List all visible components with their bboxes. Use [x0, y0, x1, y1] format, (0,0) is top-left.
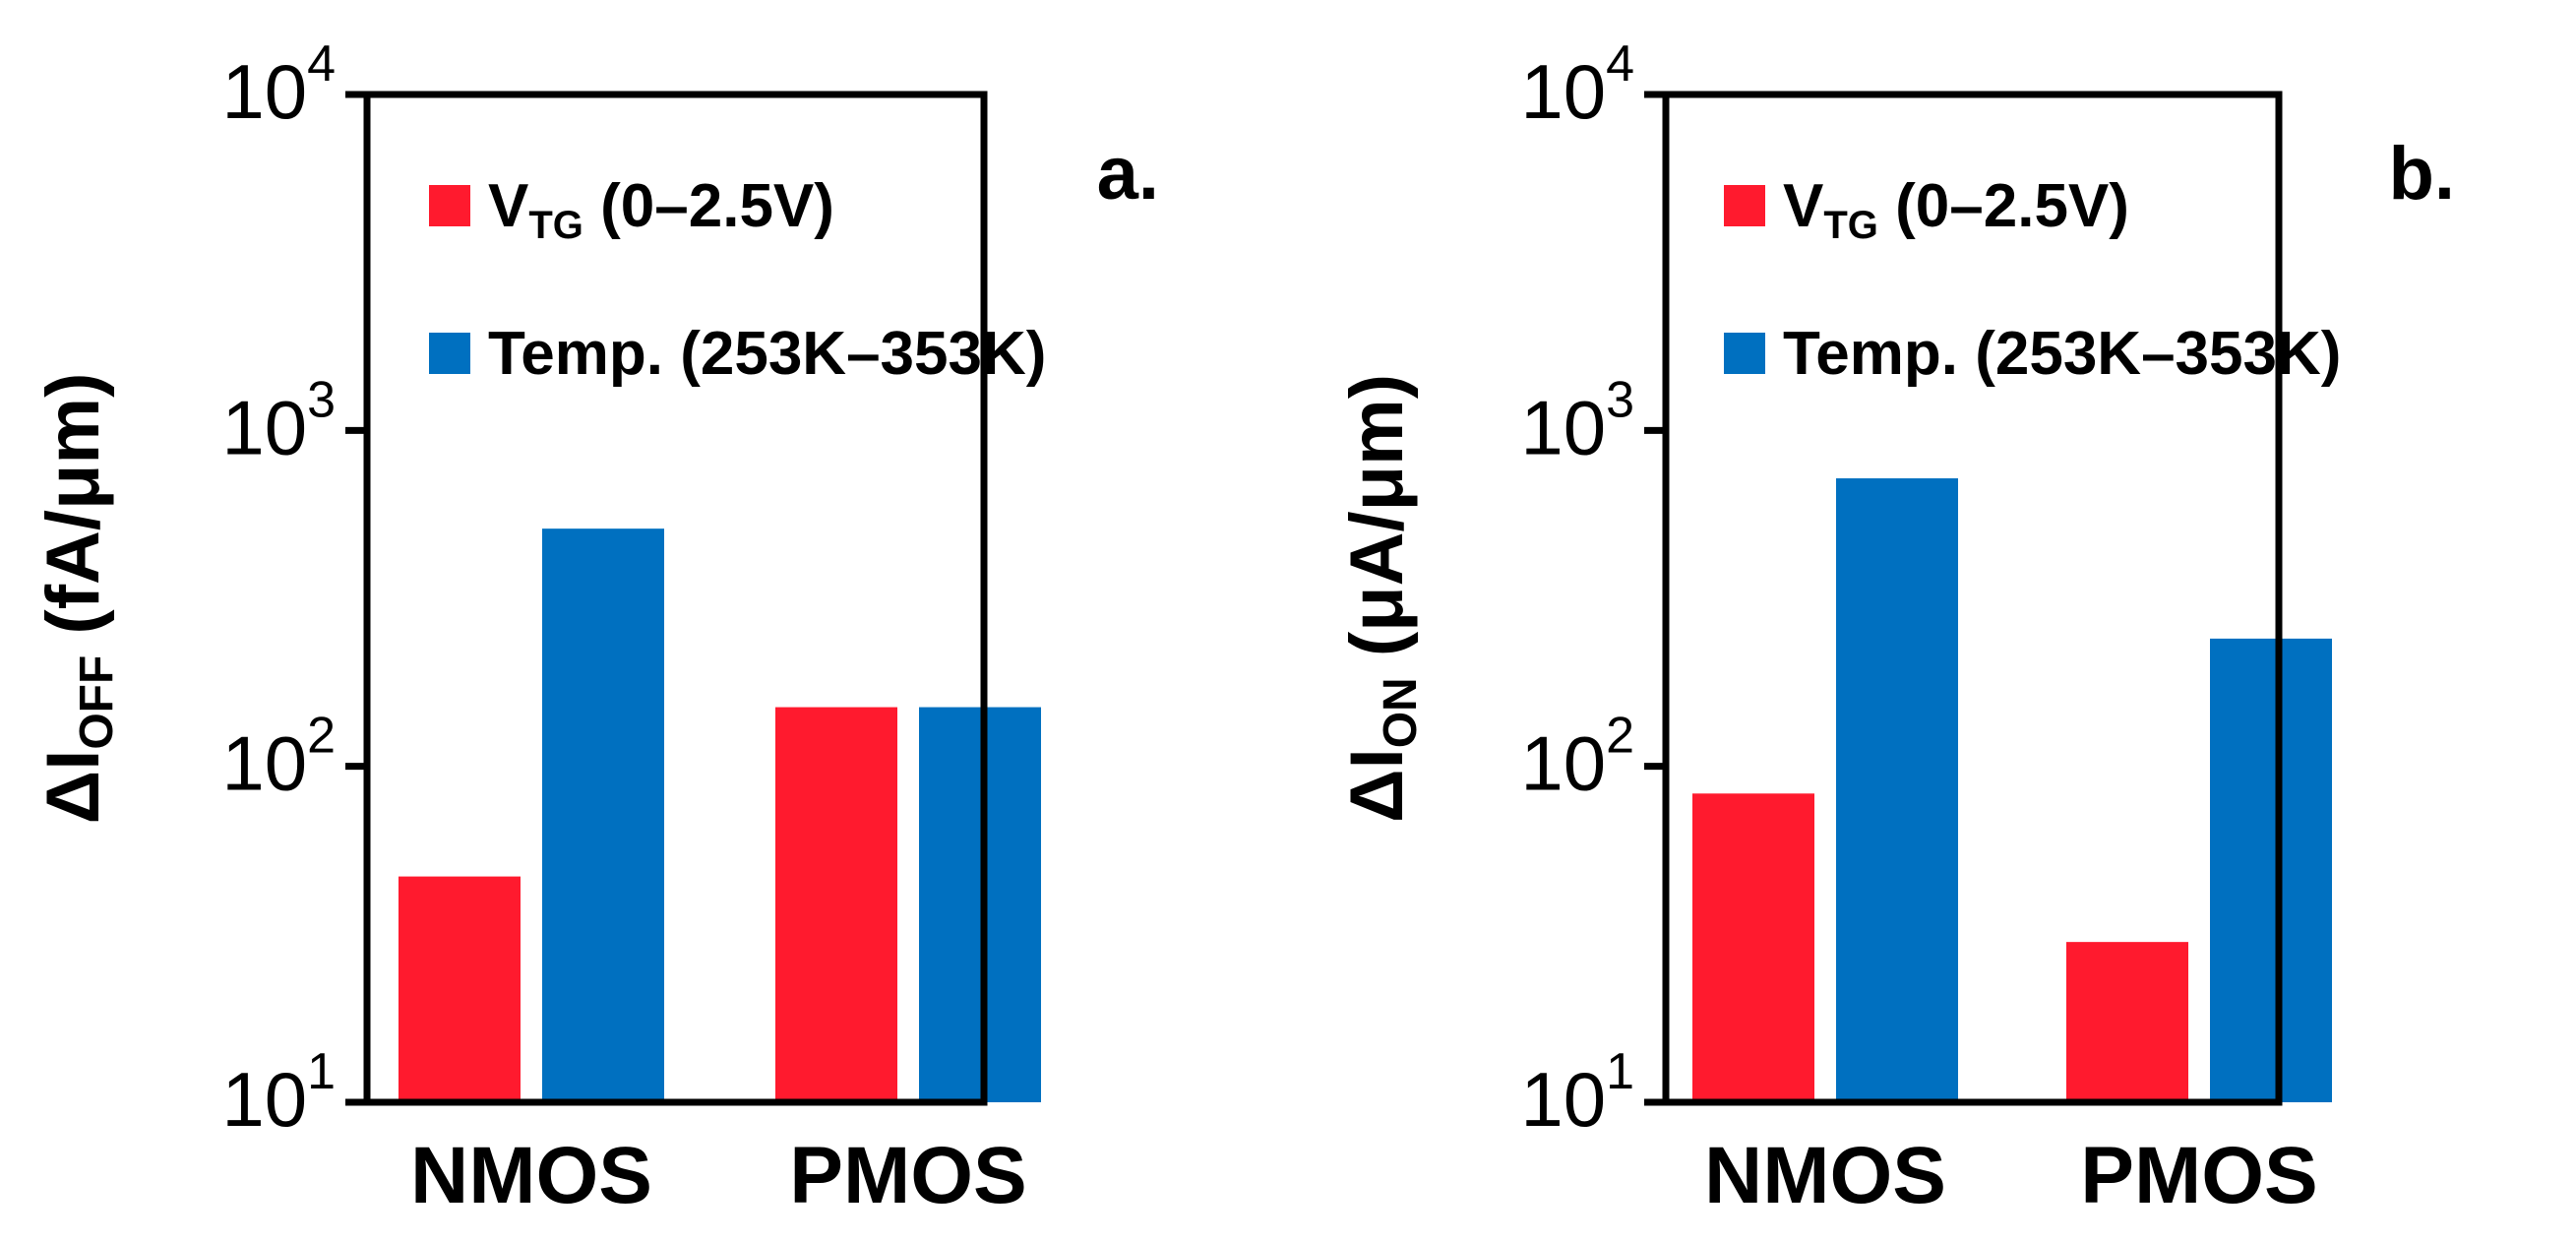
bar-nmos-vtg — [399, 876, 521, 1102]
chart-panel-a: 101 102 103 104 NMOS PMOS ΔIOFF (fA/μm) VTG (0–… — [31, 35, 1159, 1220]
legend-swatch-vtg — [1724, 185, 1765, 226]
y-axis-label: ΔION (μA/μm) — [1335, 374, 1427, 823]
legend-label-vtg: VTG (0–2.5V) — [1783, 172, 2129, 247]
bar-pmos-vtg — [2066, 942, 2188, 1102]
legend-label-vtg: VTG (0–2.5V) — [488, 172, 834, 247]
x-category-label: PMOS — [2080, 1131, 2317, 1220]
bar-pmos-temp — [919, 707, 1041, 1102]
bar-nmos-temp — [1836, 478, 1958, 1102]
plot-frame — [363, 91, 988, 1106]
legend-swatch-vtg — [429, 185, 470, 226]
y-tick-label: 101 — [1520, 1043, 1634, 1143]
y-tick-label: 102 — [1520, 708, 1634, 807]
y-tick-label: 102 — [221, 708, 336, 807]
x-category-label: NMOS — [410, 1131, 652, 1220]
y-tick-label: 104 — [221, 35, 336, 135]
bar-nmos-temp — [542, 528, 664, 1102]
y-axis-label: ΔIOFF (fA/μm) — [31, 373, 123, 825]
legend-label-temp: Temp. (253K–353K) — [1783, 320, 2341, 388]
bar-pmos-vtg — [775, 707, 897, 1102]
y-tick-label: 103 — [221, 371, 336, 470]
x-category-label: PMOS — [789, 1131, 1026, 1220]
bar-nmos-vtg — [1692, 793, 1814, 1102]
legend-swatch-temp — [1724, 333, 1765, 374]
panel-label: a. — [1097, 132, 1159, 216]
y-tick-label: 101 — [221, 1043, 336, 1143]
plot-frame — [1662, 91, 2283, 1106]
x-category-label: NMOS — [1704, 1131, 1946, 1220]
chart-panel-b: 101 102 103 104 NMOS PMOS ΔION (μA/μm) VTG (0–2… — [1335, 35, 2455, 1220]
y-tick-label: 104 — [1520, 35, 1634, 135]
bar-pmos-temp — [2210, 638, 2332, 1102]
panel-label: b. — [2388, 132, 2455, 216]
legend-swatch-temp — [429, 333, 470, 374]
legend-label-temp: Temp. (253K–353K) — [488, 320, 1046, 388]
y-tick-label: 103 — [1520, 371, 1634, 470]
